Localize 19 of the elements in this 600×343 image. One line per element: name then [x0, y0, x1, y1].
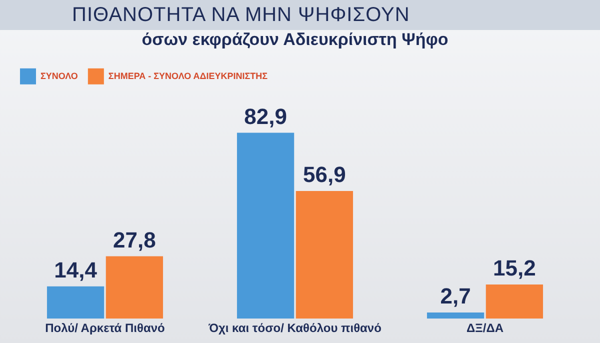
- data-label: 2,7: [440, 284, 471, 309]
- data-label: 14,4: [54, 257, 98, 282]
- bar: [236, 132, 294, 319]
- data-label: 82,9: [244, 104, 287, 129]
- bar: [46, 286, 104, 319]
- chart-title: ΠΙΘΑΝΟΤΗΤΑ ΝΑ ΜΗΝ ΨΗΦΙΣΟΥΝ: [0, 0, 600, 30]
- data-label: 56,9: [303, 162, 346, 188]
- data-label: 15,2: [493, 256, 536, 281]
- bar: [486, 284, 544, 319]
- x-tick-label: Πολύ/ Αρκετά Πιθανό: [45, 321, 165, 336]
- x-tick-label: ΔΞ/ΔΑ: [466, 321, 504, 336]
- bar: [296, 191, 354, 319]
- x-tick-label: Όχι και τόσο/ Καθόλου πιθανό: [208, 321, 382, 336]
- legend-label: ΣΗΜΕΡΑ - ΣΥΝΟΛΟ ΑΔΙΕΥΚΡΙΝΙΣΤΗΣ: [108, 70, 268, 81]
- chart-subtitle: όσων εκφράζουν Αδιευκρίνιστη Ψήφο: [142, 30, 448, 49]
- data-label: 27,8: [113, 227, 156, 252]
- bar: [426, 312, 484, 319]
- bar: [106, 256, 164, 319]
- legend-label: ΣΥΝΟΛΟ: [40, 70, 78, 81]
